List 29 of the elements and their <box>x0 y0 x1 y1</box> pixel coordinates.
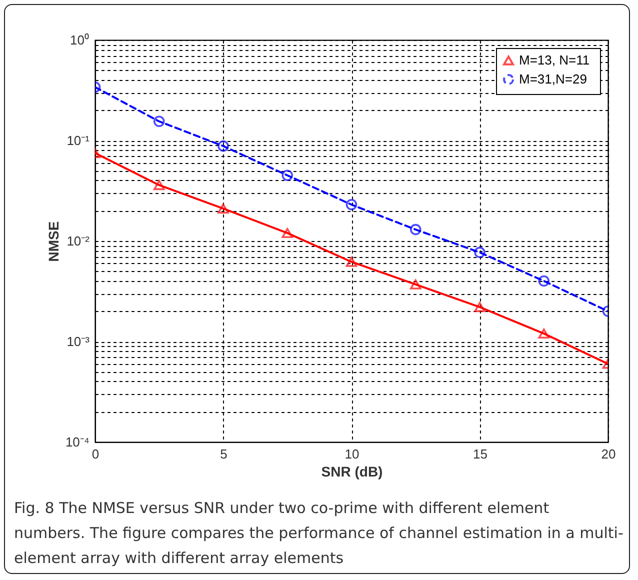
y-tick-label: 10⁻⁴ <box>65 434 90 450</box>
point <box>282 170 294 181</box>
point <box>346 256 358 267</box>
point <box>153 116 165 128</box>
x-axis-title: SNR (dB) <box>321 464 383 480</box>
point <box>218 204 229 214</box>
y-tick-label: 10⁰ <box>70 32 90 48</box>
point <box>282 228 294 238</box>
point <box>410 279 422 290</box>
x-tick-label: 10 <box>344 446 360 462</box>
legend-label: M=31,N=29 <box>519 72 587 86</box>
point <box>474 246 486 258</box>
y-tick-label: 10⁻³ <box>66 334 90 349</box>
legend-label: M=13, N=11 <box>519 52 590 68</box>
x-tick-label: 0 <box>92 446 100 462</box>
point <box>474 302 486 312</box>
y-tick-label: 10⁻² <box>66 234 90 248</box>
x-tick-label: 15 <box>473 446 488 462</box>
y-axis-title: NMSE <box>45 221 62 262</box>
x-tick-label: 5 <box>220 446 228 462</box>
point <box>538 275 550 287</box>
point <box>538 328 550 339</box>
point <box>218 140 229 152</box>
point <box>346 199 358 210</box>
x-tick-label: 20 <box>601 446 616 462</box>
point <box>153 180 165 190</box>
y-tick-label: 10⁻¹ <box>66 133 90 148</box>
point <box>410 224 422 236</box>
caption: Fig. 8 The NMSE versus SNR under two co-prime with different element numbers. The figure compares the performance of channel estimation in a multi-element array with different array elements <box>14 498 624 569</box>
